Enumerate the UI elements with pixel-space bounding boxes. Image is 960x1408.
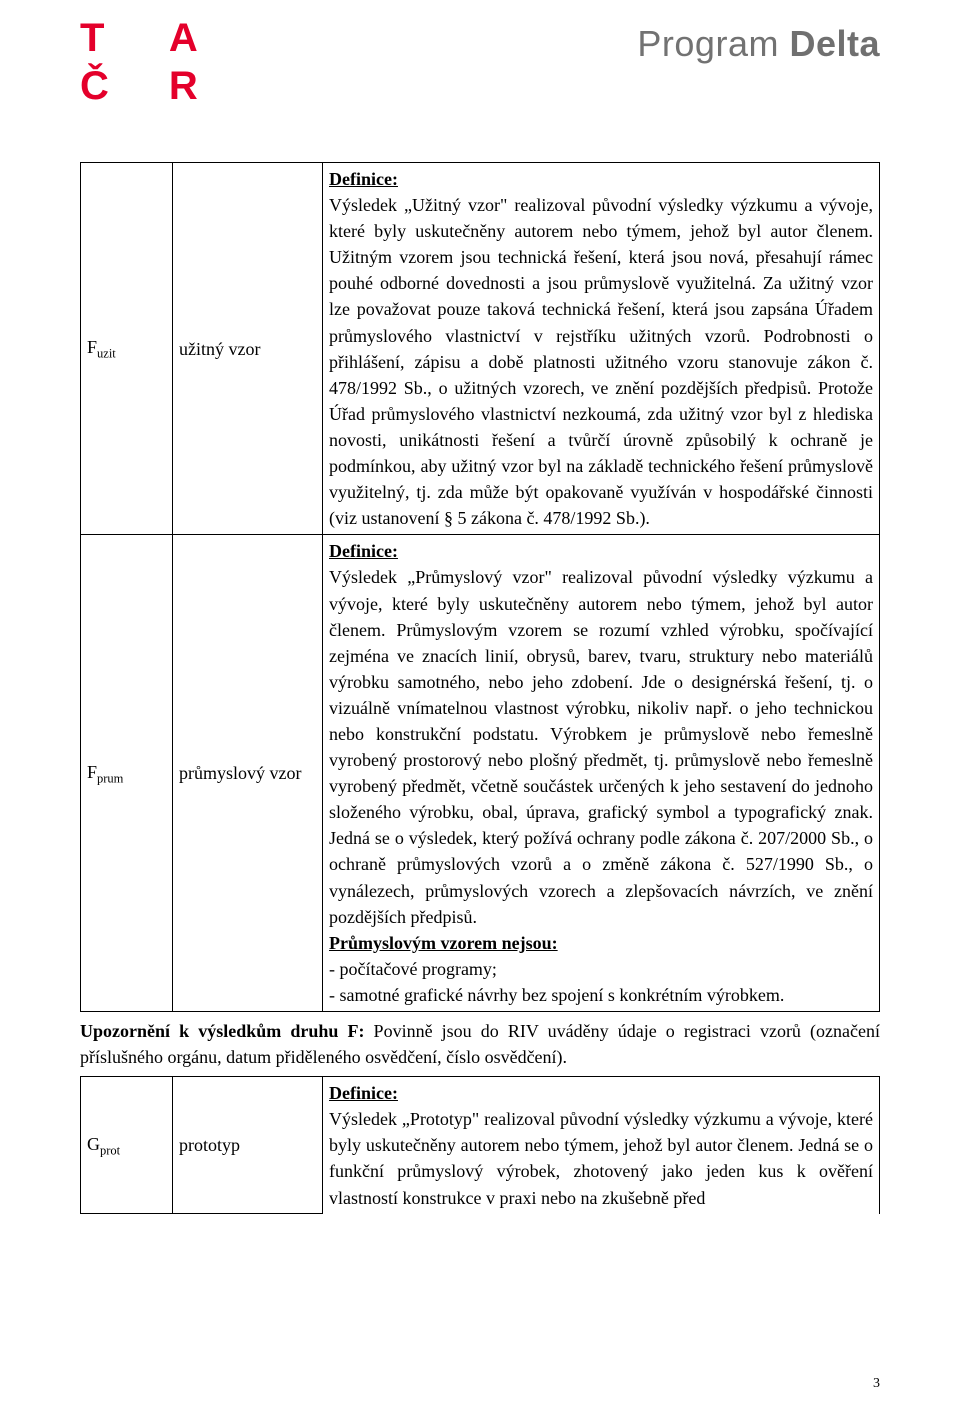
logo-letter: T bbox=[80, 18, 109, 58]
tacr-logo: T A Č R bbox=[80, 18, 198, 106]
notice-paragraph: Upozornění k výsledkům druhu F: Povinně … bbox=[80, 1018, 880, 1070]
delta-word: Delta bbox=[789, 23, 880, 64]
name-cell: užitný vzor bbox=[173, 163, 323, 535]
definition-cell: Definice: Výsledek „Průmyslový vzor" rea… bbox=[323, 535, 880, 1012]
definition-cell: Definice: Výsledek „Prototyp" realizoval… bbox=[323, 1077, 880, 1214]
definition-label: Definice: bbox=[329, 1080, 873, 1106]
name-cell: průmyslový vzor bbox=[173, 535, 323, 1012]
code-sub: prum bbox=[97, 771, 123, 785]
exclusion-item: - samotné grafické návrhy bez spojení s … bbox=[329, 982, 873, 1008]
definition-cell: Definice: Výsledek „Užitný vzor" realizo… bbox=[323, 163, 880, 535]
code-main: F bbox=[87, 762, 97, 782]
program-delta-logo: Program Delta bbox=[637, 18, 880, 70]
exclusion-label: Průmyslovým vzorem nejsou: bbox=[329, 930, 873, 956]
code-sub: uzit bbox=[97, 347, 116, 361]
table-row: Fuzit užitný vzor Definice: Výsledek „Už… bbox=[81, 163, 880, 535]
exclusion-item: - počítačové programy; bbox=[329, 956, 873, 982]
definition-text: Výsledek „Průmyslový vzor" realizoval pů… bbox=[329, 564, 873, 929]
code-sub: prot bbox=[100, 1143, 120, 1157]
table-row: Gprot prototyp Definice: Výsledek „Proto… bbox=[81, 1077, 880, 1214]
code-cell: Fuzit bbox=[81, 163, 173, 535]
definition-label: Definice: bbox=[329, 166, 873, 192]
logo-letter: Č bbox=[80, 66, 109, 106]
definition-text: Výsledek „Prototyp" realizoval původní v… bbox=[329, 1106, 873, 1210]
logo-letter: R bbox=[169, 66, 198, 106]
program-word: Program bbox=[637, 23, 779, 64]
code-main: F bbox=[87, 337, 97, 357]
notice-strong: Upozornění k výsledkům druhu F: bbox=[80, 1021, 364, 1041]
code-main: G bbox=[87, 1134, 100, 1154]
code-cell: Fprum bbox=[81, 535, 173, 1012]
definitions-table-2: Gprot prototyp Definice: Výsledek „Proto… bbox=[80, 1076, 880, 1214]
page-number: 3 bbox=[873, 1374, 880, 1394]
page-header: T A Č R Program Delta bbox=[80, 18, 880, 106]
definition-text: Výsledek „Užitný vzor" realizoval původn… bbox=[329, 192, 873, 531]
table-row: Fprum průmyslový vzor Definice: Výsledek… bbox=[81, 535, 880, 1012]
definitions-table-1: Fuzit užitný vzor Definice: Výsledek „Už… bbox=[80, 162, 880, 1012]
code-cell: Gprot bbox=[81, 1077, 173, 1214]
definition-label: Definice: bbox=[329, 538, 873, 564]
name-cell: prototyp bbox=[173, 1077, 323, 1214]
logo-letter: A bbox=[169, 18, 198, 58]
